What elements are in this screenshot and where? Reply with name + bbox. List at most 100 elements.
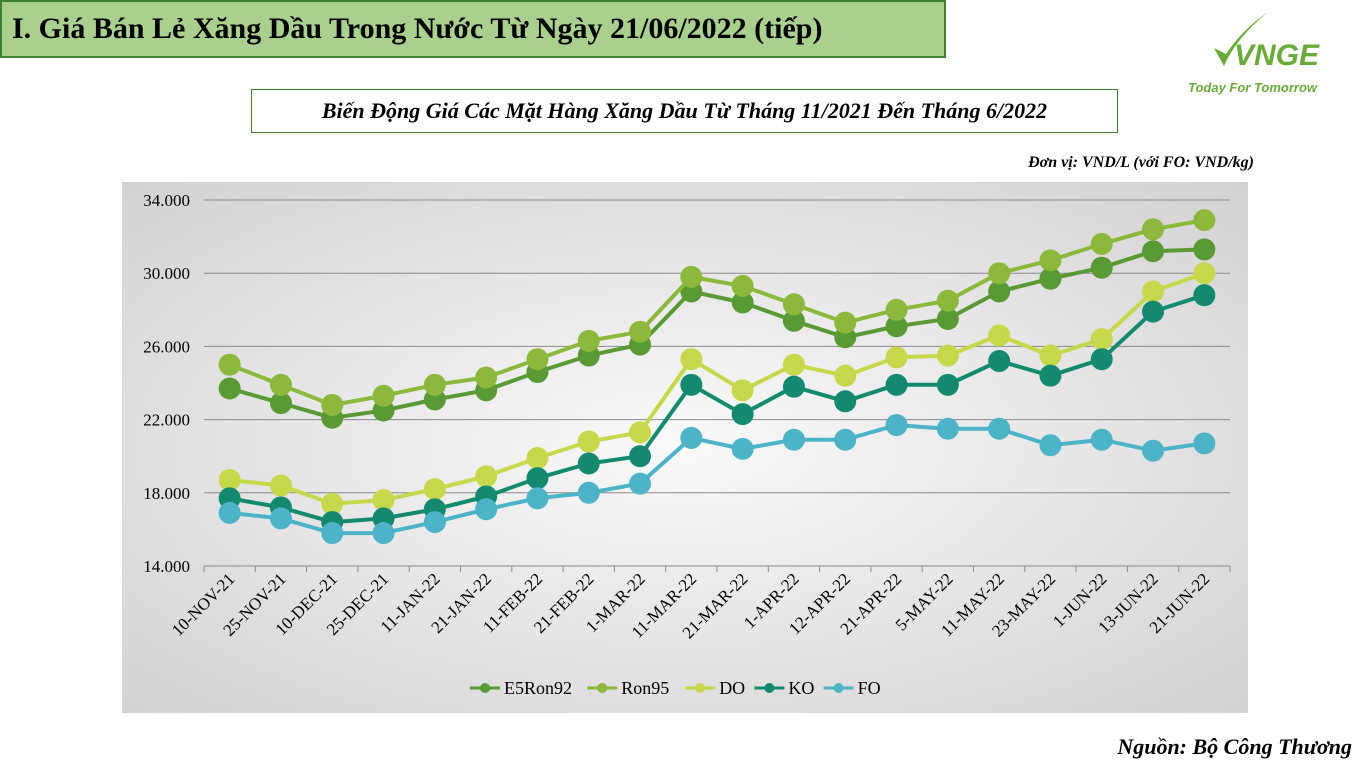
data-point [218, 501, 241, 524]
data-point [1039, 364, 1062, 387]
y-axis: 14.000 18.000 22.000 26.000 30.000 34.000 [143, 191, 190, 576]
data-point [1039, 434, 1062, 457]
data-point [1193, 209, 1216, 232]
data-point [680, 426, 703, 449]
data-point [1039, 249, 1062, 272]
data-point [782, 428, 805, 451]
data-point [834, 364, 857, 387]
data-point [731, 379, 754, 402]
data-point [423, 478, 446, 501]
chart-title-box: Biến Động Giá Các Mặt Hàng Xăng Dầu Từ T… [251, 89, 1118, 133]
data-point [577, 481, 600, 504]
legend-label: KO [788, 678, 814, 698]
data-point [1193, 284, 1216, 307]
data-point [475, 498, 498, 521]
leaf-check-icon [1214, 12, 1268, 66]
page-title: I. Giá Bán Lẻ Xăng Dầu Trong Nước Từ Ngà… [12, 12, 823, 45]
data-point [782, 309, 805, 332]
data-point [1142, 300, 1165, 323]
data-point [269, 392, 292, 415]
data-point [1090, 256, 1113, 279]
data-point [936, 289, 959, 312]
data-point [269, 507, 292, 530]
data-point [526, 467, 549, 490]
data-point [988, 324, 1011, 347]
vnge-logo: VNGE Today For Tomorrow [1188, 12, 1320, 95]
legend-swatch-marker [764, 683, 775, 693]
data-point [834, 428, 857, 451]
data-point [1142, 218, 1165, 241]
data-point [936, 307, 959, 330]
data-point [423, 373, 446, 396]
data-point [834, 390, 857, 413]
data-point [321, 522, 344, 545]
data-point [269, 373, 292, 396]
legend-swatch-marker [597, 683, 608, 693]
legend-swatch-marker [480, 683, 490, 693]
legend-swatch-marker [833, 683, 844, 693]
data-point [731, 437, 754, 460]
data-point [423, 511, 446, 534]
y-tick-label: 34.000 [143, 191, 190, 210]
data-point [526, 447, 549, 470]
data-point [782, 375, 805, 398]
header-banner: I. Giá Bán Lẻ Xăng Dầu Trong Nước Từ Ngà… [0, 0, 946, 58]
data-point [885, 346, 908, 369]
data-point [1142, 280, 1165, 303]
data-point [372, 489, 395, 512]
unit-label: Đơn vị: VND/L (với FO: VND/kg) [1028, 154, 1254, 171]
data-point [1193, 238, 1216, 261]
data-point [885, 414, 908, 437]
data-point [1193, 262, 1216, 285]
source-label: Nguồn: Bộ Công Thương [1117, 734, 1352, 759]
data-point [885, 298, 908, 321]
legend-swatch-marker [695, 683, 706, 693]
data-point [372, 384, 395, 407]
data-point [680, 373, 703, 396]
data-point [1090, 328, 1113, 351]
data-point [629, 320, 652, 343]
data-point [988, 350, 1011, 373]
data-point [731, 275, 754, 298]
data-point [372, 522, 395, 545]
data-point [731, 403, 754, 426]
logo-tagline: Today For Tomorrow [1188, 80, 1318, 95]
legend: E5Ron92 Ron95 DO KO FO [470, 678, 881, 698]
data-point [731, 291, 754, 314]
data-point [629, 421, 652, 444]
data-point [218, 377, 241, 400]
data-point [936, 417, 959, 440]
data-point [218, 353, 241, 376]
data-point [1039, 344, 1062, 367]
data-point [1090, 428, 1113, 451]
series-layer [218, 209, 1216, 545]
data-point [321, 492, 344, 515]
data-point [782, 353, 805, 376]
data-point [475, 366, 498, 389]
data-point [936, 344, 959, 367]
data-point [782, 293, 805, 316]
legend-label: FO [858, 678, 881, 698]
legend-label: DO [719, 678, 745, 698]
data-point [218, 468, 241, 491]
data-point [1193, 432, 1216, 455]
data-point [269, 474, 292, 497]
data-point [321, 393, 344, 416]
data-point [936, 373, 959, 396]
data-point [577, 452, 600, 475]
data-point [1090, 232, 1113, 255]
legend-label: E5Ron92 [504, 678, 572, 698]
data-point [526, 348, 549, 371]
data-point [577, 329, 600, 352]
data-point [988, 262, 1011, 285]
data-point [577, 430, 600, 453]
data-point [680, 348, 703, 371]
y-tick-label: 18.000 [143, 484, 190, 503]
y-tick-label: 22.000 [143, 411, 190, 430]
data-point [1090, 348, 1113, 371]
data-point [885, 315, 908, 338]
data-point [988, 280, 1011, 303]
data-point [1039, 267, 1062, 290]
y-tick-label: 26.000 [143, 337, 190, 356]
